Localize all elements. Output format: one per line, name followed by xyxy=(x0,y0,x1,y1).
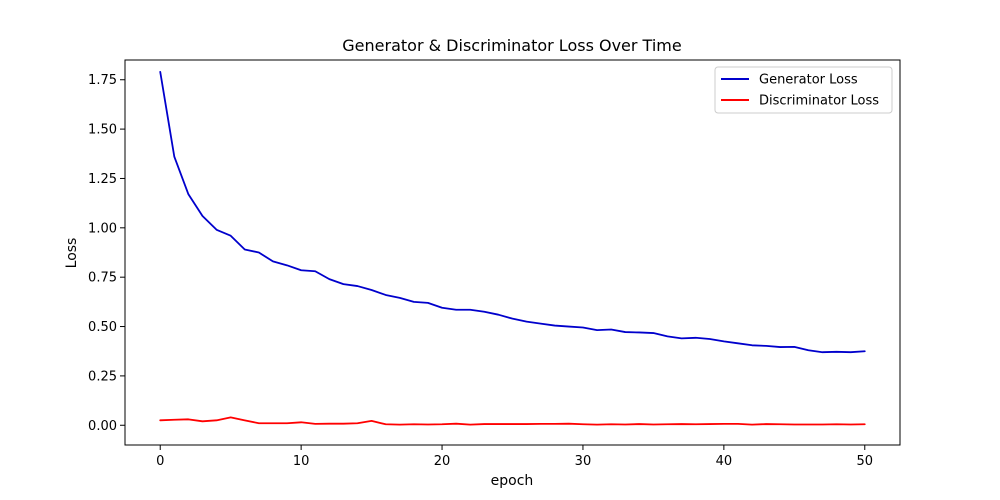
chart-title: Generator & Discriminator Loss Over Time xyxy=(342,36,681,55)
y-tick-label: 0.00 xyxy=(88,419,117,434)
y-tick-label: 0.50 xyxy=(88,320,117,335)
discriminator-loss-line xyxy=(159,416,866,426)
discriminator-loss-legend-label: Discriminator Loss xyxy=(759,94,879,109)
x-tick-label: 0 xyxy=(156,454,164,469)
generator-loss-legend-label: Generator Loss xyxy=(759,73,858,88)
x-tick-label: 30 xyxy=(575,454,592,469)
y-tick-label: 1.75 xyxy=(88,73,117,88)
x-tick-label: 10 xyxy=(293,454,310,469)
plot-frame xyxy=(124,59,901,446)
y-axis-label: Loss xyxy=(64,238,80,269)
axes-layer: 0 10 20 30 40 50 0.00 0.25 0.50 0.75 1.00 1.25 1.50 1… xyxy=(88,59,901,469)
y-tick-label: 1.50 xyxy=(88,123,117,138)
x-axis-label: epoch xyxy=(491,473,534,489)
legend: Generator Loss Discriminator Loss xyxy=(714,66,893,114)
y-tick-label: 1.25 xyxy=(88,172,117,187)
y-tick-label: 1.00 xyxy=(88,221,117,236)
generator-loss-line xyxy=(159,70,866,354)
y-tick-label: 0.25 xyxy=(88,369,117,384)
plot-layer xyxy=(159,70,866,426)
x-tick-label: 40 xyxy=(716,454,733,469)
y-tick-label: 0.75 xyxy=(88,271,117,286)
x-tick-label: 50 xyxy=(856,454,873,469)
x-tick-label: 20 xyxy=(434,454,451,469)
legend-box xyxy=(714,66,893,114)
